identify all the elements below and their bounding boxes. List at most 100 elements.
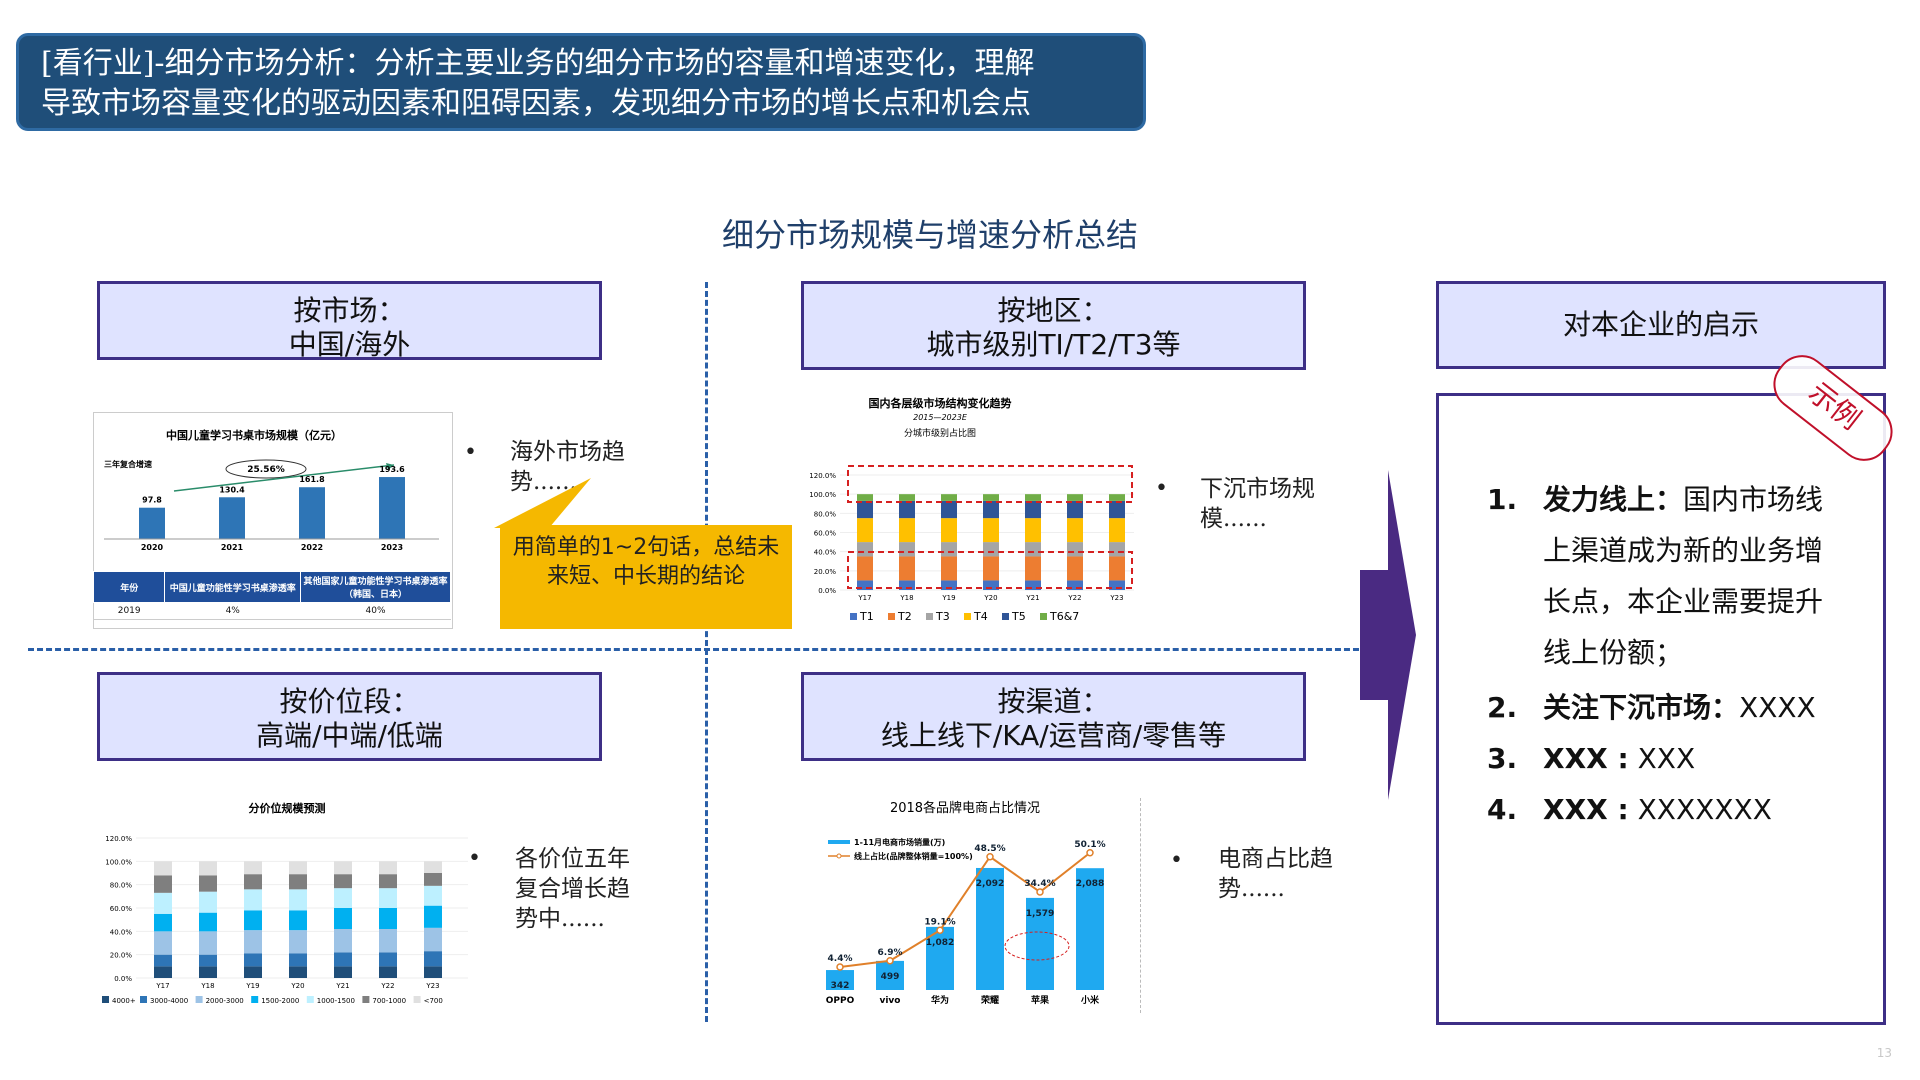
stack-segment-<700 <box>289 861 307 875</box>
insight-text-3: XXX <box>1628 742 1696 775</box>
stack-segment-700-1000 <box>154 875 172 893</box>
stack-segment-T6&7 <box>983 494 999 501</box>
stack-segment-T6&7 <box>899 494 915 501</box>
legend-swatch <box>1002 613 1009 620</box>
stack-segment-T4 <box>1109 518 1125 543</box>
bar-category-label: 2022 <box>301 543 323 552</box>
bar-value-label: 97.8 <box>142 496 162 505</box>
penetration-table: 年份 中国儿童功能性学习书桌渗透率 其他国家儿童功能性学习书桌渗透率（韩国、日本… <box>92 571 451 623</box>
online-share-label: 19.1% <box>924 917 955 927</box>
legend-swatch <box>362 996 370 1003</box>
channel-chart-title: 2018各品牌电商占比情况 <box>890 800 1040 816</box>
stack-segment-1500-2000 <box>199 912 217 932</box>
channel-category-label: OPPO <box>826 996 855 1006</box>
legend-label: T1 <box>859 610 874 623</box>
bar-category-label: 2023 <box>381 543 403 552</box>
stack-segment-T4 <box>941 518 957 543</box>
stack-segment-T5 <box>983 500 999 519</box>
y-tick-label: 60.0% <box>110 905 133 913</box>
table-header-china: 中国儿童功能性学习书桌渗透率 <box>164 571 302 603</box>
note-channel: 电商占比趋势...... <box>1218 846 1333 902</box>
y-tick-label: 120.0% <box>105 835 132 843</box>
legend-label: 1500-2000 <box>261 997 299 1005</box>
legend-label-sales: 1-11月电商市场销量(万) <box>854 837 945 847</box>
stack-segment-2000-3000 <box>334 929 352 953</box>
legend-label: 1000-1500 <box>317 997 355 1005</box>
insight-bold-2: 关注下沉市场： <box>1543 691 1740 724</box>
stack-segment-T5 <box>1109 500 1125 519</box>
insight-header: 对本企业的启示 <box>1436 281 1886 369</box>
online-share-point <box>1036 888 1044 896</box>
stack-segment-T2 <box>899 556 915 581</box>
insight-bold-3: XXX : <box>1543 742 1629 775</box>
stack-segment-T2 <box>1109 556 1125 581</box>
insight-item-3-row: 3. XXX : XXX <box>1487 733 1887 784</box>
stack-segment-3000-4000 <box>244 953 262 967</box>
price-y-axis: 0.0% 20.0% 40.0% 60.0% 80.0% 100.0% 120.0% <box>105 835 468 983</box>
insight-item-4-row: 4. XXX : XXXXXXX <box>1487 784 1887 835</box>
legend-swatch <box>413 996 421 1003</box>
y-tick-label: 120.0% <box>809 472 836 480</box>
region-chart-label: 分城市级别占比图 <box>904 427 976 439</box>
stack-segment-T1 <box>983 580 999 590</box>
stack-segment-2000-3000 <box>244 930 262 954</box>
dimension-region: 按地区： 城市级别TI/T2/T3等 <box>801 281 1306 370</box>
banner-line-2: 导致市场容量变化的驱动因素和阻碍因素，发现细分市场的增长点和机会点 <box>41 86 1031 121</box>
stack-segment-1500-2000 <box>379 908 397 929</box>
dimension-price-label: 按价位段： <box>279 685 420 718</box>
region-chart-title: 国内各层级市场结构变化趋势 <box>869 396 1012 410</box>
stack-segment-1000-1500 <box>289 889 307 911</box>
stack-segment-2000-3000 <box>424 927 442 952</box>
online-share-label: 4.4% <box>828 954 853 964</box>
stack-segment-4000+ <box>199 966 217 978</box>
page-number: 13 <box>1876 1046 1892 1060</box>
vertical-divider <box>705 282 708 1022</box>
channel-bars: 342 OPPO 499 vivo 1,082 华为 2,092 荣耀 1,579 苹果 2,088… <box>826 867 1104 1006</box>
insight-item-1: 1. 发力线上：国内市场线上渠道成为新的业务增长点，本企业需要提升线上份额； <box>1487 474 1827 678</box>
legend-swatch <box>888 613 895 620</box>
stack-segment-3000-4000 <box>199 954 217 967</box>
insight-text-1-wrap: 发力线上：国内市场线上渠道成为新的业务增长点，本企业需要提升线上份额； <box>1543 474 1827 678</box>
insight-text-1: 国内市场线上渠道成为新的业务增长点，本企业需要提升线上份额； <box>1543 483 1824 669</box>
legend-swatch-sales <box>828 840 850 844</box>
x-tick-label: Y19 <box>941 594 955 602</box>
stack-segment-T6&7 <box>1109 494 1125 501</box>
legend-label-online: 线上占比(品牌整体销量=100%) <box>854 851 973 861</box>
stack-segment-700-1000 <box>424 873 442 886</box>
dimension-market-label: 按市场： <box>293 294 406 327</box>
legend-label: 700-1000 <box>372 997 406 1005</box>
stack-segment-T5 <box>1025 500 1041 519</box>
legend-label: T6&7 <box>1049 610 1079 623</box>
stack-segment-1000-1500 <box>379 888 397 908</box>
y-tick-label: 60.0% <box>814 530 837 538</box>
insight-item-2: 2. 关注下沉市场：XXXX <box>1487 682 1887 733</box>
stack-segment-T2 <box>857 556 873 581</box>
x-tick-label: Y18 <box>200 982 214 990</box>
legend-swatch <box>964 613 971 620</box>
region-chart-panel: 国内各层级市场结构变化趋势 2015—2023E 分城市级别占比图 0.0% 20… <box>800 392 1140 632</box>
x-tick-label: Y22 <box>1067 594 1081 602</box>
insight-item-4: 4. XXX : XXXXXXX <box>1487 784 1887 835</box>
stack-segment-4000+ <box>379 966 397 978</box>
channel-chart-panel: 2018各品牌电商占比情况 1-11月电商市场销量(万) 线上占比(品牌整体销量… <box>810 798 1141 1013</box>
x-tick-label: Y21 <box>1025 594 1039 602</box>
bar-value-label: 161.8 <box>299 475 325 484</box>
price-legend: 4000+ 3000-4000 2000-3000 1500-2000 1000-150… <box>102 996 443 1005</box>
bar-2022 <box>299 487 325 539</box>
highlight-box-bottom <box>847 551 1133 589</box>
dimension-price-value: 高端/中端/低端 <box>256 719 443 752</box>
summary-callout: 用简单的1~2句话，总结未来短、中长期的结论 <box>500 525 792 629</box>
channel-category-label: 小米 <box>1080 994 1100 1006</box>
stack-segment-T3 <box>1109 542 1125 557</box>
legend-swatch <box>850 613 857 620</box>
bar-value-label: 193.6 <box>379 465 405 474</box>
stack-segment-T4 <box>857 518 873 543</box>
market-size-bars: 97.8 2020 130.4 2021 161.8 2022 193.6 2023 <box>139 465 405 552</box>
bullet-channel: • <box>1170 848 1183 873</box>
x-tick-label: Y21 <box>335 982 349 990</box>
stack-segment-4000+ <box>334 966 352 978</box>
insight-item-1-row: 1. 发力线上：国内市场线上渠道成为新的业务增长点，本企业需要提升线上份额； <box>1487 474 1827 678</box>
stack-segment-T5 <box>941 500 957 519</box>
insight-bold-4: XXX : <box>1543 793 1629 826</box>
stack-segment-1000-1500 <box>199 891 217 913</box>
